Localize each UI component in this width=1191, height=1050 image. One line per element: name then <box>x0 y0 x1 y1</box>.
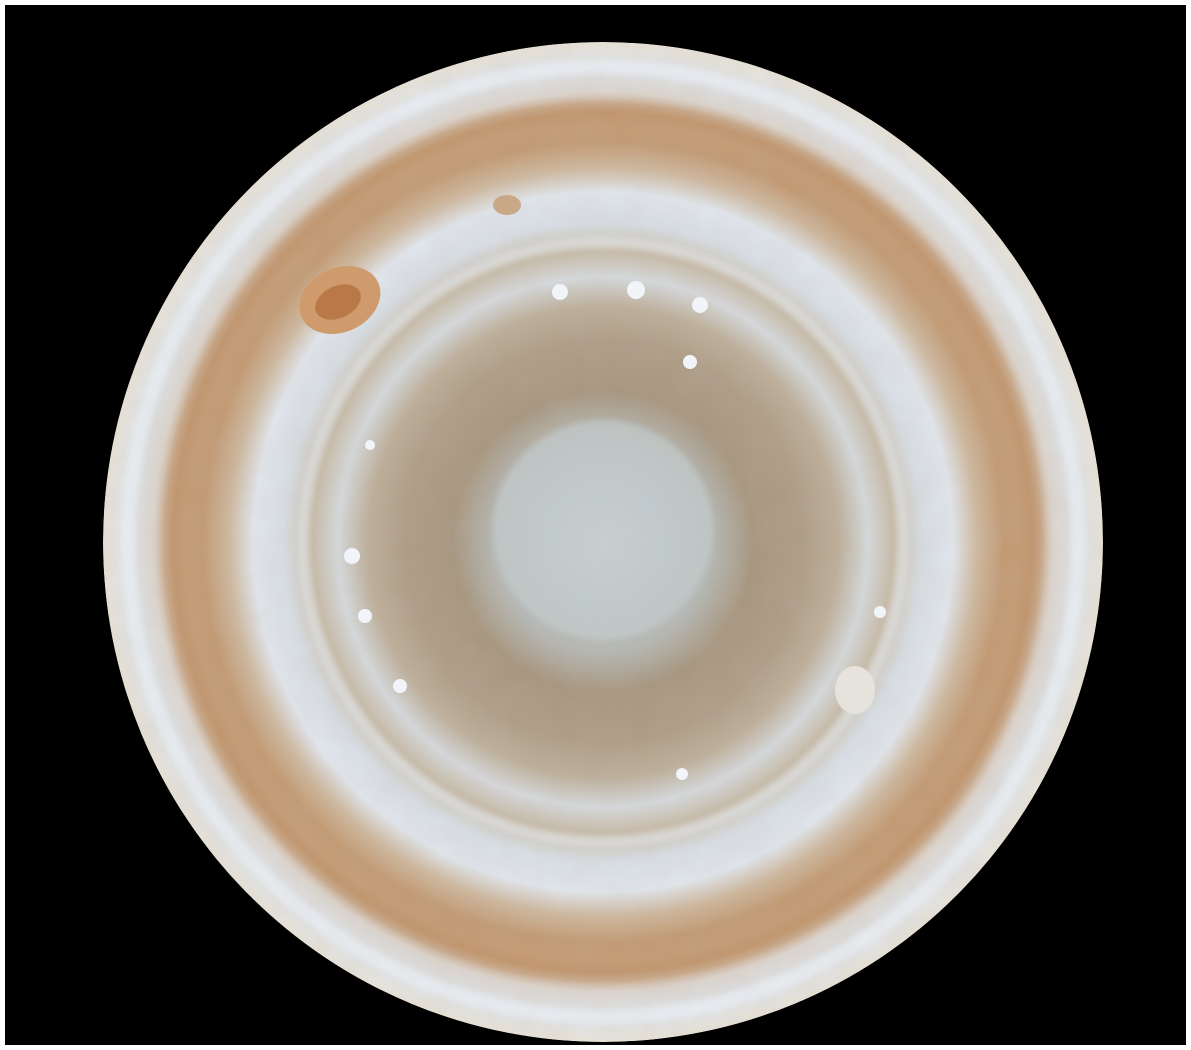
oval <box>393 679 407 693</box>
oval <box>676 768 688 780</box>
oval <box>874 606 886 618</box>
great-red-spot-core <box>315 284 361 320</box>
oval <box>344 548 360 564</box>
oval <box>358 609 372 623</box>
oval <box>692 297 708 313</box>
oval <box>683 355 697 369</box>
zone <box>121 60 1085 1024</box>
oval <box>493 195 521 215</box>
polar-region <box>493 420 713 640</box>
planet <box>103 42 1103 1042</box>
oval <box>365 440 375 450</box>
oval <box>627 281 645 299</box>
oval <box>552 284 568 300</box>
belt <box>162 101 1044 983</box>
oval <box>835 666 875 714</box>
white-ovals <box>344 281 886 780</box>
zone <box>298 237 908 847</box>
